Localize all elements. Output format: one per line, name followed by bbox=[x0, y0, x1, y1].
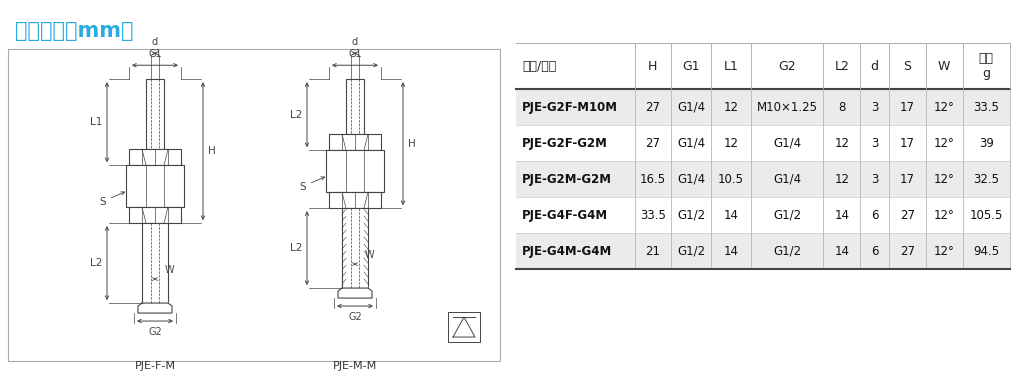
Text: W: W bbox=[165, 265, 175, 275]
Text: 14: 14 bbox=[724, 244, 738, 258]
Text: S: S bbox=[299, 177, 325, 191]
Text: d: d bbox=[870, 60, 879, 73]
Text: d: d bbox=[152, 37, 158, 47]
Text: PJE-G2M-G2M: PJE-G2M-G2M bbox=[522, 173, 612, 186]
Text: PJE-G2F-M10M: PJE-G2F-M10M bbox=[522, 101, 618, 114]
Text: 12°: 12° bbox=[934, 137, 955, 150]
Polygon shape bbox=[138, 303, 172, 313]
Text: 12: 12 bbox=[835, 137, 849, 150]
Text: H: H bbox=[408, 139, 415, 149]
Text: G1/2: G1/2 bbox=[773, 208, 801, 222]
Text: 型号/尺寸: 型号/尺寸 bbox=[522, 60, 556, 73]
Bar bbox=[8, 49, 500, 361]
Bar bbox=[146, 79, 164, 149]
Text: G1/4: G1/4 bbox=[677, 137, 705, 150]
Text: 3: 3 bbox=[871, 173, 879, 186]
Text: 12: 12 bbox=[724, 101, 738, 114]
Bar bbox=[129, 149, 181, 165]
Text: G2: G2 bbox=[348, 312, 361, 322]
Text: G1/4: G1/4 bbox=[677, 173, 705, 186]
Text: W: W bbox=[365, 250, 375, 260]
Polygon shape bbox=[338, 288, 372, 298]
Text: 16.5: 16.5 bbox=[640, 173, 666, 186]
Bar bbox=[126, 165, 184, 207]
Text: 14: 14 bbox=[835, 208, 849, 222]
Text: 17: 17 bbox=[900, 137, 915, 150]
Text: G1: G1 bbox=[348, 49, 361, 59]
Bar bbox=[516, 161, 1010, 197]
Text: 27: 27 bbox=[645, 137, 661, 150]
Text: G1: G1 bbox=[149, 49, 162, 59]
Text: 32.5: 32.5 bbox=[973, 173, 1000, 186]
Text: S: S bbox=[904, 60, 911, 73]
Text: 10.5: 10.5 bbox=[718, 173, 744, 186]
Text: 6: 6 bbox=[870, 244, 879, 258]
Text: 27: 27 bbox=[645, 101, 661, 114]
Text: L1: L1 bbox=[90, 117, 102, 127]
Bar bbox=[142, 223, 168, 303]
Text: 21: 21 bbox=[645, 244, 661, 258]
Text: 8: 8 bbox=[838, 101, 846, 114]
Text: G1/2: G1/2 bbox=[677, 208, 705, 222]
Bar bbox=[448, 312, 480, 342]
Text: G1/2: G1/2 bbox=[677, 244, 705, 258]
Bar bbox=[326, 150, 384, 192]
Text: 27: 27 bbox=[900, 208, 915, 222]
Text: 单重
g: 单重 g bbox=[978, 52, 994, 80]
Text: 尺寸规格（mm）: 尺寸规格（mm） bbox=[15, 21, 133, 41]
Text: 12: 12 bbox=[724, 137, 738, 150]
Text: PJE-G2F-G2M: PJE-G2F-G2M bbox=[522, 137, 608, 150]
Text: 14: 14 bbox=[724, 208, 738, 222]
Bar bbox=[329, 192, 381, 208]
Text: 3: 3 bbox=[871, 137, 879, 150]
Text: 14: 14 bbox=[835, 244, 849, 258]
Text: W: W bbox=[938, 60, 951, 73]
Text: 33.5: 33.5 bbox=[640, 208, 666, 222]
Text: 17: 17 bbox=[900, 101, 915, 114]
Text: G2: G2 bbox=[779, 60, 796, 73]
Text: L2: L2 bbox=[290, 110, 302, 120]
Text: 105.5: 105.5 bbox=[969, 208, 1003, 222]
Text: PJE-F-M: PJE-F-M bbox=[134, 361, 175, 371]
Bar bbox=[346, 79, 364, 134]
Text: 12°: 12° bbox=[934, 244, 955, 258]
Text: 12: 12 bbox=[835, 173, 849, 186]
Polygon shape bbox=[453, 317, 475, 337]
Text: PJE-G4F-G4M: PJE-G4F-G4M bbox=[522, 208, 608, 222]
Bar bbox=[329, 134, 381, 150]
Text: L2: L2 bbox=[290, 243, 302, 253]
Text: 33.5: 33.5 bbox=[973, 101, 1000, 114]
Text: H: H bbox=[208, 146, 216, 156]
Bar bbox=[342, 208, 367, 288]
Text: G1/4: G1/4 bbox=[773, 173, 801, 186]
Text: G1/2: G1/2 bbox=[773, 244, 801, 258]
Bar bbox=[516, 233, 1010, 269]
Bar bbox=[516, 89, 1010, 125]
Text: G1/4: G1/4 bbox=[677, 101, 705, 114]
Text: d: d bbox=[352, 37, 358, 47]
Text: L2: L2 bbox=[835, 60, 849, 73]
Text: 27: 27 bbox=[900, 244, 915, 258]
Text: G1: G1 bbox=[682, 60, 700, 73]
Text: 94.5: 94.5 bbox=[973, 244, 1000, 258]
Text: L1: L1 bbox=[724, 60, 738, 73]
Text: 12°: 12° bbox=[934, 173, 955, 186]
Text: L2: L2 bbox=[90, 258, 102, 268]
Text: 12°: 12° bbox=[934, 101, 955, 114]
Text: PJE-G4M-G4M: PJE-G4M-G4M bbox=[522, 244, 612, 258]
Text: 3: 3 bbox=[871, 101, 879, 114]
Text: G2: G2 bbox=[149, 327, 162, 337]
Text: 6: 6 bbox=[870, 208, 879, 222]
Bar bbox=[129, 207, 181, 223]
Text: 17: 17 bbox=[900, 173, 915, 186]
Text: 12°: 12° bbox=[934, 208, 955, 222]
Text: 39: 39 bbox=[979, 137, 994, 150]
Text: PJE-M-M: PJE-M-M bbox=[333, 361, 377, 371]
Text: S: S bbox=[100, 192, 124, 207]
Text: M10×1.25: M10×1.25 bbox=[756, 101, 817, 114]
Text: G1/4: G1/4 bbox=[773, 137, 801, 150]
Text: H: H bbox=[648, 60, 658, 73]
